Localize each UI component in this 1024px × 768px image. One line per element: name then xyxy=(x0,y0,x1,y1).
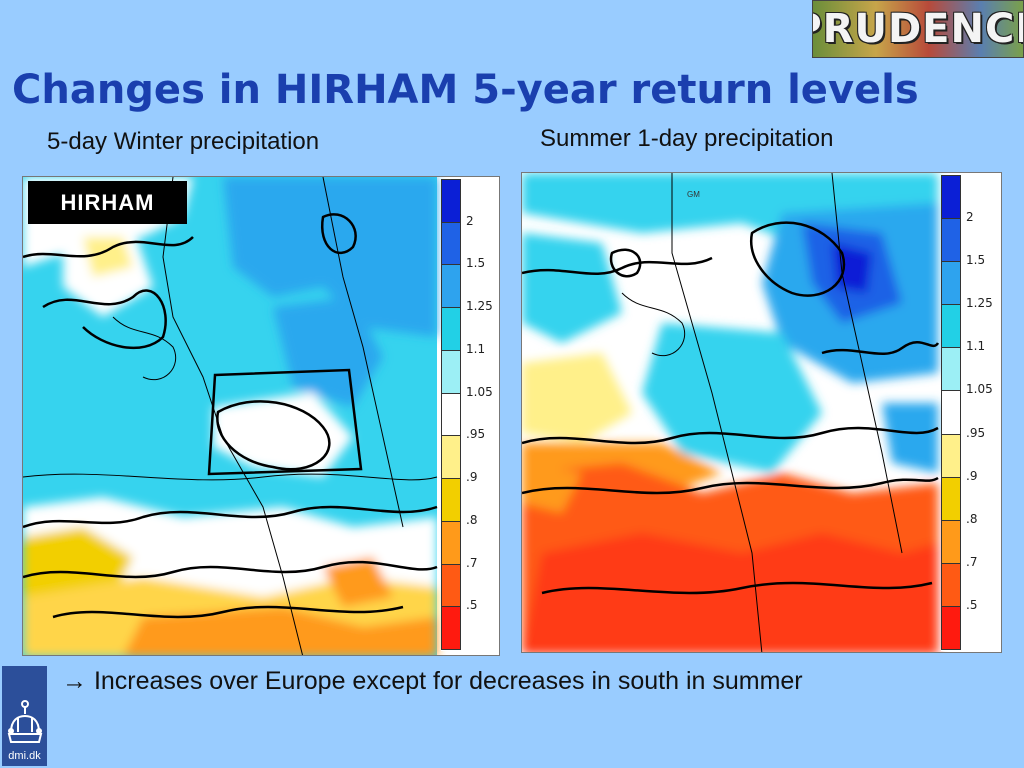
right-colorbar-swatch xyxy=(941,433,961,478)
right-colorbar-swatch xyxy=(941,605,961,650)
left-colorbar-label: .95 xyxy=(466,427,486,442)
right-colorbar-label: .95 xyxy=(966,425,986,440)
hirham-model-tag: HIRHAM xyxy=(28,181,187,224)
right-colorbar-swatch xyxy=(941,304,961,349)
right-colorbar-label: 1.25 xyxy=(966,296,993,311)
left-colorbar-swatch xyxy=(441,264,461,309)
left-colorbar-swatch xyxy=(441,392,461,437)
slide-title: Changes in HIRHAM 5-year return levels xyxy=(12,67,919,113)
right-colorbar-label: .5 xyxy=(966,597,978,612)
right-colorbar-swatch xyxy=(941,562,961,607)
left-colorbar-label: 1.05 xyxy=(466,384,493,399)
left-colorbar-swatch xyxy=(441,478,461,522)
right-colorbar-swatch xyxy=(941,218,961,263)
right-colorbar-label: .9 xyxy=(966,468,978,483)
right-colorbar-swatch xyxy=(941,476,961,521)
right-colorbar-label: .8 xyxy=(966,511,978,526)
right-colorbar-swatch xyxy=(941,519,961,564)
right-colorbar-swatch xyxy=(941,175,961,220)
left-colorbar-swatch xyxy=(441,520,461,565)
dmi-logo: dmi.dk xyxy=(2,666,47,766)
left-colorbar-swatch xyxy=(441,221,461,266)
left-colorbar-swatch xyxy=(441,606,461,650)
left-map-panel: 2 1.5 1.25 1.1 1.05 .95 .9 .8 .7 .5 xyxy=(22,176,500,656)
right-colorbar-label: 1.5 xyxy=(966,253,986,268)
left-colorbar-label: 1.5 xyxy=(466,256,486,271)
left-colorbar-swatch xyxy=(441,349,461,394)
dmi-logo-text: dmi.dk xyxy=(8,750,41,762)
right-colorbar-swatch xyxy=(941,261,961,306)
crown-icon xyxy=(7,700,42,743)
left-colorbar-label: .8 xyxy=(466,512,478,527)
left-colorbar-label: 2 xyxy=(466,213,474,228)
summer-precip-map: GM xyxy=(522,173,940,652)
left-colorbar-label: .9 xyxy=(466,470,478,485)
left-colorbar-swatch xyxy=(441,563,461,608)
prudence-logo-text: PRUDENCE xyxy=(813,6,1023,52)
prudence-logo: PRUDENCE xyxy=(812,0,1024,58)
left-colorbar-label: .5 xyxy=(466,598,478,613)
left-colorbar-swatch xyxy=(441,435,461,480)
left-colorbar-label: 1.1 xyxy=(466,341,486,356)
arrow-right-icon: → xyxy=(62,667,87,695)
left-colorbar-label: 1.25 xyxy=(466,299,493,314)
right-colorbar-label: .7 xyxy=(966,554,978,569)
left-colorbar-swatch xyxy=(441,179,461,223)
right-colorbar-label: 1.1 xyxy=(966,339,986,354)
right-colorbar: 2 1.5 1.25 1.1 1.05 .95 .9 .8 .7 .5 xyxy=(941,175,1001,651)
right-map-panel: GM 2 1.5 1.25 1.1 1.05 .95 .9 .8 .7 .5 xyxy=(521,172,1002,653)
right-colorbar-swatch xyxy=(941,347,961,392)
right-colorbar-label: 1.05 xyxy=(966,382,993,397)
right-colorbar-label: 2 xyxy=(966,210,974,225)
right-map-subtitle: Summer 1-day precipitation xyxy=(540,125,834,152)
bullet-text: Increases over Europe except for decreas… xyxy=(93,667,803,695)
winter-precip-map xyxy=(23,177,438,655)
bullet-point: → Increases over Europe except for decre… xyxy=(62,667,803,696)
gm-map-label: GM xyxy=(687,190,700,199)
left-colorbar: 2 1.5 1.25 1.1 1.05 .95 .9 .8 .7 .5 xyxy=(441,179,499,651)
left-colorbar-swatch xyxy=(441,307,461,351)
left-colorbar-label: .7 xyxy=(466,555,478,570)
right-colorbar-swatch xyxy=(941,390,961,435)
left-map-subtitle: 5-day Winter precipitation xyxy=(47,128,320,155)
